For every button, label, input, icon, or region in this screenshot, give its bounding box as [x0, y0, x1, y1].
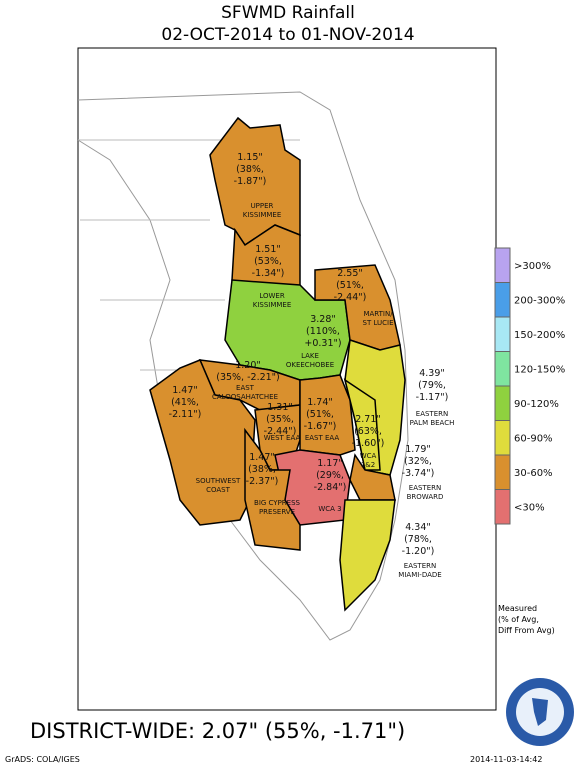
region-name: CALOOSAHATCHEE — [212, 393, 278, 401]
region-value: (51%, — [306, 409, 334, 420]
region-name: KISSIMMEE — [253, 301, 292, 309]
county-lines — [78, 139, 300, 371]
legend-swatch — [494, 385, 511, 421]
legend-note: Diff From Avg) — [498, 626, 555, 635]
region-value: 2.71" — [355, 414, 381, 425]
region-value: +0.31") — [304, 338, 341, 349]
legend-label: >300% — [514, 261, 551, 272]
legend-swatch — [494, 454, 511, 490]
region-name: UPPER — [251, 202, 274, 210]
legend-label: 200-300% — [514, 296, 565, 307]
region-name: EAST EAA — [305, 434, 340, 442]
region-name: EAST — [236, 384, 255, 392]
region-value: -1.67") — [304, 421, 337, 432]
region-value: 1.79" — [405, 444, 431, 455]
region — [339, 499, 396, 612]
title: SFWMD Rainfall — [221, 3, 355, 23]
legend-swatch — [494, 489, 511, 525]
legend-note: Measured — [498, 604, 537, 613]
credit: GrADS: COLA/IGES — [5, 755, 80, 764]
subtitle: 02-OCT-2014 to 01-NOV-2014 — [161, 25, 414, 45]
region-value: (35%, -2.21") — [216, 372, 280, 383]
region-value: 1.15" — [237, 152, 263, 163]
legend-label: 60-90% — [514, 434, 553, 445]
region-name: ST LUCIE — [363, 319, 394, 327]
region-value: (51%, — [336, 280, 364, 291]
region-value: 3.28" — [310, 314, 336, 325]
logo — [506, 678, 574, 746]
region-value: 1.51" — [255, 244, 281, 255]
region-value: (29%, — [316, 470, 344, 481]
region-value: (63%, — [354, 426, 382, 437]
legend-swatch — [494, 282, 511, 318]
region — [299, 374, 356, 456]
region — [244, 427, 301, 551]
region-name: LOWER — [259, 292, 285, 300]
region-value: (38%, — [248, 464, 276, 475]
region — [343, 378, 381, 471]
region-name: COAST — [206, 486, 231, 494]
region-value: 4.34" — [405, 522, 431, 533]
region-value: 1.74" — [307, 397, 333, 408]
region-value: -1.20") — [402, 546, 435, 557]
region-name: WEST EAA — [264, 434, 301, 442]
region-value: 4.39" — [419, 368, 445, 379]
region-value: 1.17" — [317, 458, 343, 469]
district-wide: DISTRICT-WIDE: 2.07" (55%, -1.71") — [30, 719, 405, 743]
region-name: MIAMI-DADE — [398, 571, 441, 579]
legend-label: 120-150% — [514, 365, 565, 376]
region-value: (53%, — [254, 256, 282, 267]
region-value: 2.55" — [337, 268, 363, 279]
region-value: -2.44") — [264, 426, 297, 437]
region-name: BROWARD — [407, 493, 444, 501]
region-name: WCA 3 — [318, 505, 341, 513]
region-value: -2.11") — [169, 409, 202, 420]
region-name: EASTERN — [404, 562, 436, 570]
region-name: OKEECHOBEE — [286, 361, 334, 369]
region-name: BIG CYPRESS — [254, 499, 301, 507]
region-name: KISSIMMEE — [243, 211, 282, 219]
legend-label: 90-120% — [514, 399, 559, 410]
region-value: (78%, — [404, 534, 432, 545]
region-name: PALM BEACH — [410, 419, 455, 427]
region-name: LAKE — [301, 352, 319, 360]
region-name: WCA — [360, 452, 377, 460]
region-value: (35%, — [266, 414, 294, 425]
legend-swatch — [494, 316, 511, 352]
region-value: 1.47" — [249, 452, 275, 463]
region-name: EASTERN — [409, 484, 441, 492]
region-name: 1&2 — [361, 461, 375, 469]
region-value: -1.60") — [352, 438, 385, 449]
region-value: 1.20" — [235, 360, 261, 371]
region-value: 1.31" — [267, 402, 293, 413]
region-value: -1.34") — [252, 268, 285, 279]
region-value: (32%, — [404, 456, 432, 467]
legend-note: (% of Avg, — [498, 615, 539, 624]
region-value: (41%, — [171, 397, 199, 408]
timestamp: 2014-11-03-14:42 — [470, 755, 542, 764]
legend-swatch — [494, 247, 511, 283]
legend-swatch — [494, 420, 511, 456]
region-value: -1.87") — [234, 176, 267, 187]
region-name: EASTERN — [416, 410, 448, 418]
region-value: -2.84") — [314, 482, 347, 493]
region-name: MARTIN/ — [363, 310, 393, 318]
region-value: -2.37") — [246, 476, 279, 487]
region-value: -3.74") — [402, 468, 435, 479]
region-name: SOUTHWEST — [196, 477, 241, 485]
region-value: (79%, — [418, 380, 446, 391]
region-name: PRESERVE — [259, 508, 295, 516]
legend-label: 30-60% — [514, 468, 553, 479]
legend-label: 150-200% — [514, 330, 565, 341]
region-value: -1.17") — [416, 392, 449, 403]
legend-swatch — [494, 351, 511, 387]
region-value: (110%, — [306, 326, 340, 337]
region-value: -2.44") — [334, 292, 367, 303]
region-value: (38%, — [236, 164, 264, 175]
legend-label: <30% — [514, 503, 545, 514]
region-value: 1.47" — [172, 385, 198, 396]
